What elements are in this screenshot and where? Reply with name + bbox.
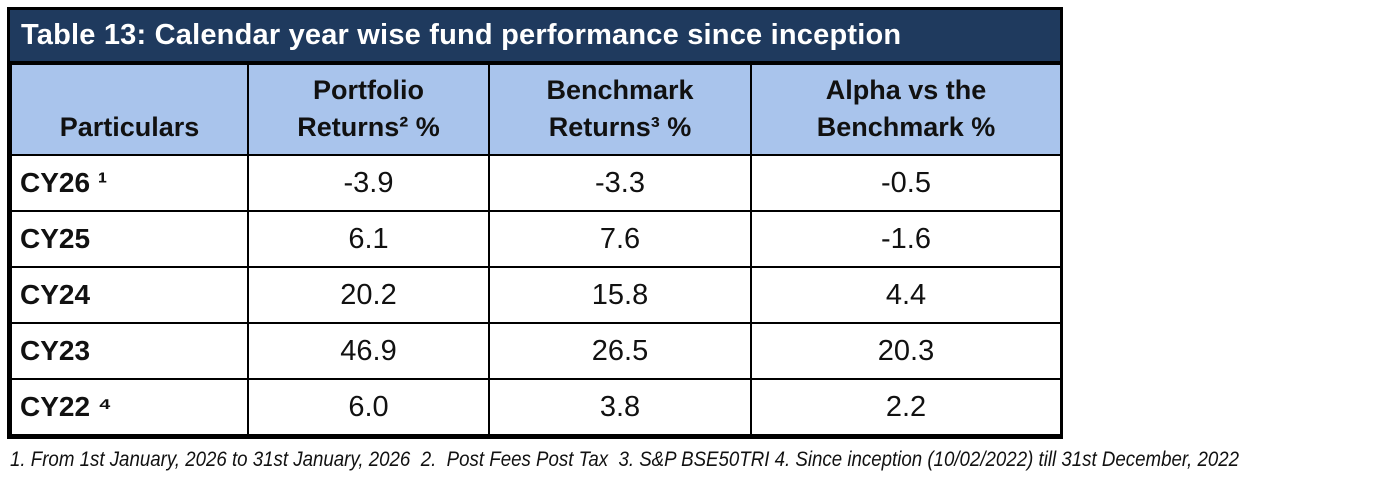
header-line: Particulars xyxy=(59,112,200,142)
cell-alpha: 2.2 xyxy=(750,378,1062,436)
table-footnotes: 1. From 1st January, 2026 to 31st Januar… xyxy=(10,448,1388,472)
table-title: Table 13: Calendar year wise fund perfor… xyxy=(21,19,902,51)
cell-alpha: 20.3 xyxy=(750,322,1062,380)
cell-particulars: CY26 ¹ xyxy=(10,154,249,212)
cell-particulars: CY25 xyxy=(10,210,249,268)
cell-particulars: CY24 xyxy=(10,266,249,324)
cell-particulars: CY23 xyxy=(10,322,249,380)
fund-performance-card: Table 13: Calendar year wise fund perfor… xyxy=(7,7,1063,439)
cell-benchmark-returns: 26.5 xyxy=(488,322,752,380)
header-particulars: Particulars xyxy=(10,63,249,156)
table-row-cy22: CY22 ⁴ 6.0 3.8 2.2 xyxy=(10,378,1062,436)
header-line: Benchmark xyxy=(546,75,694,105)
header-line: Returns² % xyxy=(297,112,440,142)
table-row-cy24: CY24 20.2 15.8 4.4 xyxy=(10,266,1062,324)
header-portfolio-returns: Portfolio Returns² % xyxy=(247,63,490,156)
header-line: Portfolio xyxy=(313,75,424,105)
table-row-cy25: CY25 6.1 7.6 -1.6 xyxy=(10,210,1062,268)
performance-table: Particulars Portfolio Returns² % Benchma… xyxy=(10,63,1062,436)
cell-portfolio-returns: 6.1 xyxy=(247,210,490,268)
header-line: Benchmark % xyxy=(816,112,996,142)
header-line: Alpha vs the xyxy=(825,75,987,105)
header-benchmark-returns: Benchmark Returns³ % xyxy=(488,63,752,156)
cell-benchmark-returns: 7.6 xyxy=(488,210,752,268)
header-row: Particulars Portfolio Returns² % Benchma… xyxy=(10,63,1062,156)
cell-particulars: CY22 ⁴ xyxy=(10,378,249,436)
cell-benchmark-returns: 3.8 xyxy=(488,378,752,436)
header-alpha-vs-benchmark: Alpha vs the Benchmark % xyxy=(750,63,1062,156)
cell-portfolio-returns: 6.0 xyxy=(247,378,490,436)
cell-alpha: -1.6 xyxy=(750,210,1062,268)
table-row-cy26: CY26 ¹ -3.9 -3.3 -0.5 xyxy=(10,154,1062,212)
cell-portfolio-returns: -3.9 xyxy=(247,154,490,212)
table-row-cy23: CY23 46.9 26.5 20.3 xyxy=(10,322,1062,380)
cell-alpha: 4.4 xyxy=(750,266,1062,324)
cell-benchmark-returns: 15.8 xyxy=(488,266,752,324)
cell-alpha: -0.5 xyxy=(750,154,1062,212)
cell-benchmark-returns: -3.3 xyxy=(488,154,752,212)
footnote-text: 1. From 1st January, 2026 to 31st Januar… xyxy=(10,448,1240,471)
table-title-bar: Table 13: Calendar year wise fund perfor… xyxy=(10,10,1060,63)
cell-portfolio-returns: 46.9 xyxy=(247,322,490,380)
cell-portfolio-returns: 20.2 xyxy=(247,266,490,324)
header-line: Returns³ % xyxy=(548,112,692,142)
